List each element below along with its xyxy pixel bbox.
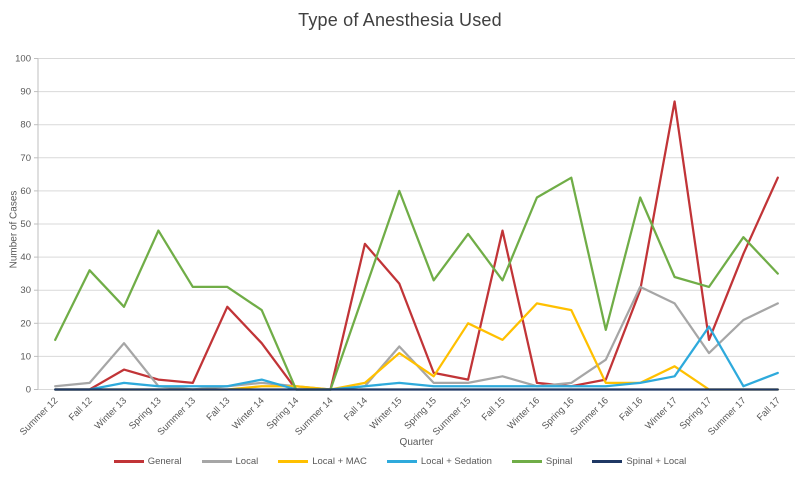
x-tick-label: Fall 13 [204,395,232,423]
series-line-local [54,285,779,391]
svg-text:100: 100 [15,54,31,65]
x-tick-label: Fall 14 [342,395,370,423]
svg-text:20: 20 [20,318,31,329]
legend-swatch-general [113,460,144,463]
series-line-general [54,100,779,391]
svg-text:60: 60 [20,186,31,197]
legend-swatch-spinal [511,460,542,463]
legend-label: Local + Sedation [420,456,492,467]
svg-text:30: 30 [20,285,31,296]
y-gridlines [38,58,795,390]
legend-label: Local [235,456,259,467]
y-axis-title: Number of Cases [8,190,20,269]
x-tick-label: Fall 15 [480,395,508,423]
x-tick-label: Winter 17 [643,395,680,432]
chart-title: Type of Anesthesia Used [298,10,502,30]
svg-text:40: 40 [20,252,31,263]
x-axis-title: Quarter [399,437,434,448]
legend-item-local-sedation[interactable]: Local + Sedation [386,456,492,467]
x-tick-label: Fall 16 [617,395,645,423]
svg-text:70: 70 [20,153,31,164]
legend-swatch-local-sedation [386,460,417,463]
svg-text:0: 0 [26,385,31,396]
x-tick-label: Winter 13 [93,395,130,432]
y-tick-labels: 0 10 20 30 40 50 60 70 80 90 100 [15,54,31,396]
legend: General Local Local + MAC Local + Sedation S… [0,456,800,467]
svg-text:10: 10 [20,351,31,362]
series-line-spinal [54,176,779,391]
x-tick-label: Winter 14 [230,395,267,432]
legend-swatch-local-mac [278,460,309,463]
series-line-local-sedation [54,325,779,391]
legend-label: Local + MAC [312,456,367,467]
y-axis-ticks [34,58,38,390]
x-tick-label: Summer 12 [18,395,61,438]
legend-swatch-spinal-local [592,460,623,463]
legend-swatch-local [201,460,232,463]
legend-label: Spinal [545,456,573,467]
svg-text:90: 90 [20,87,31,98]
legend-item-local[interactable]: Local [201,456,259,467]
legend-item-spinal-local[interactable]: Spinal + Local [592,456,686,467]
svg-text:80: 80 [20,120,31,131]
legend-label: General [147,456,182,467]
x-tick-label: Winter 15 [368,395,405,432]
x-tick-label: Winter 16 [506,395,543,432]
legend-item-spinal[interactable]: Spinal [511,456,573,467]
legend-label: Spinal + Local [626,456,687,467]
legend-item-local-mac[interactable]: Local + MAC [278,456,367,467]
x-tick-label: Fall 12 [67,395,95,423]
x-tick-label: Fall 17 [755,395,783,423]
svg-text:50: 50 [20,219,31,230]
legend-item-general[interactable]: General [113,456,182,467]
